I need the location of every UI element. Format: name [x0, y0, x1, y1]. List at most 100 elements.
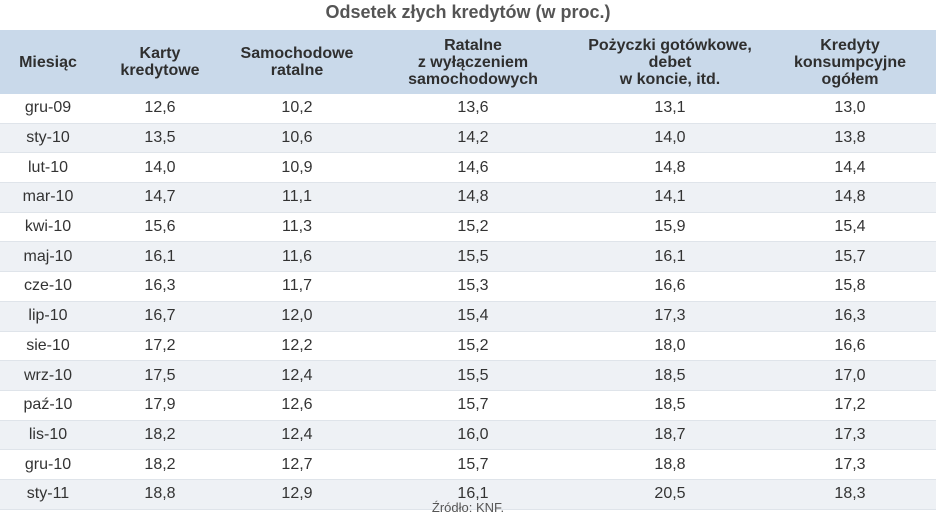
- cell-cash-loans: 20,5: [576, 479, 764, 510]
- table-row: gru-09 12,6 10,2 13,6 13,1 13,0: [0, 94, 936, 124]
- cell-cash-loans: 16,6: [576, 271, 764, 302]
- column-header-installment-non-car: Ratalne z wyłączeniem samochodowych: [370, 30, 576, 94]
- cell-car-installment: 10,2: [224, 94, 370, 124]
- cell-month: sie-10: [0, 331, 96, 362]
- table-row: mar-10 14,7 11,1 14,8 14,1 14,8: [0, 182, 936, 213]
- chart-title: Odsetek złych kredytów (w proc.): [325, 2, 611, 22]
- cell-consumer-total: 15,7: [764, 241, 936, 273]
- cell-cash-loans: 18,8: [576, 449, 764, 480]
- cell-consumer-total: 14,4: [764, 152, 936, 184]
- cell-credit-cards: 15,6: [96, 212, 224, 243]
- column-header-credit-cards: Karty kredytowe: [96, 30, 224, 94]
- cell-consumer-total: 13,0: [764, 94, 936, 124]
- cell-cash-loans: 14,0: [576, 123, 764, 154]
- table-row: paź-10 17,9 12,6 15,7 18,5 17,2: [0, 390, 936, 421]
- cell-installment-non-car: 14,6: [370, 152, 576, 184]
- cell-month: paź-10: [0, 390, 96, 421]
- table-row: sty-10 13,5 10,6 14,2 14,0 13,8: [0, 123, 936, 154]
- cell-consumer-total: 18,3: [764, 479, 936, 510]
- cell-credit-cards: 16,1: [96, 241, 224, 273]
- cell-car-installment: 12,2: [224, 331, 370, 362]
- cell-month: kwi-10: [0, 212, 96, 243]
- cell-cash-loans: 13,1: [576, 94, 764, 124]
- cell-car-installment: 10,6: [224, 123, 370, 154]
- cell-car-installment: 11,7: [224, 271, 370, 302]
- cell-month: mar-10: [0, 182, 96, 213]
- cell-consumer-total: 17,3: [764, 420, 936, 451]
- column-header-month: Miesiąc: [0, 30, 96, 94]
- cell-cash-loans: 18,5: [576, 360, 764, 391]
- cell-month: cze-10: [0, 271, 96, 302]
- cell-credit-cards: 14,7: [96, 182, 224, 213]
- cell-consumer-total: 16,6: [764, 331, 936, 362]
- cell-consumer-total: 17,0: [764, 360, 936, 391]
- data-table: Miesiąc Karty kredytowe Samochodowe rata…: [0, 30, 936, 510]
- cell-car-installment: 12,0: [224, 301, 370, 332]
- cell-month: lut-10: [0, 152, 96, 184]
- cell-cash-loans: 17,3: [576, 301, 764, 332]
- header-row: Miesiąc Karty kredytowe Samochodowe rata…: [0, 30, 936, 94]
- cell-consumer-total: 16,3: [764, 301, 936, 332]
- cell-credit-cards: 18,2: [96, 420, 224, 451]
- table-row: kwi-10 15,6 11,3 15,2 15,9 15,4: [0, 212, 936, 243]
- cell-consumer-total: 17,2: [764, 390, 936, 421]
- cell-month: lis-10: [0, 420, 96, 451]
- cell-car-installment: 11,3: [224, 212, 370, 243]
- cell-month: maj-10: [0, 241, 96, 273]
- table-row: maj-10 16,1 11,6 15,5 16,1 15,7: [0, 241, 936, 273]
- cell-car-installment: 11,1: [224, 182, 370, 213]
- cell-credit-cards: 18,8: [96, 479, 224, 510]
- cell-cash-loans: 16,1: [576, 241, 764, 273]
- table-row: sie-10 17,2 12,2 15,2 18,0 16,6: [0, 331, 936, 362]
- cell-month: wrz-10: [0, 360, 96, 391]
- cell-installment-non-car: 15,5: [370, 360, 576, 391]
- cell-month: gru-10: [0, 449, 96, 480]
- cell-cash-loans: 18,0: [576, 331, 764, 362]
- cell-car-installment: 12,4: [224, 420, 370, 451]
- cell-installment-non-car: 15,5: [370, 241, 576, 273]
- cell-credit-cards: 13,5: [96, 123, 224, 154]
- cell-cash-loans: 15,9: [576, 212, 764, 243]
- cell-cash-loans: 18,7: [576, 420, 764, 451]
- table-row: lut-10 14,0 10,9 14,6 14,8 14,4: [0, 152, 936, 184]
- table-row: lip-10 16,7 12,0 15,4 17,3 16,3: [0, 301, 936, 332]
- cell-credit-cards: 12,6: [96, 94, 224, 124]
- table-row: sty-11 18,8 12,9 16,1 20,5 18,3: [0, 479, 936, 510]
- column-header-cash-loans: Pożyczki gotówkowe, debet w koncie, itd.: [576, 30, 764, 94]
- cell-consumer-total: 15,8: [764, 271, 936, 302]
- cell-cash-loans: 14,8: [576, 152, 764, 184]
- cell-credit-cards: 16,3: [96, 271, 224, 302]
- cell-month: gru-09: [0, 94, 96, 124]
- cell-car-installment: 12,9: [224, 479, 370, 510]
- cell-month: sty-11: [0, 479, 96, 510]
- cell-credit-cards: 18,2: [96, 449, 224, 480]
- cell-car-installment: 11,6: [224, 241, 370, 273]
- cell-car-installment: 12,6: [224, 390, 370, 421]
- cell-installment-non-car: 14,8: [370, 182, 576, 213]
- cell-installment-non-car: 15,3: [370, 271, 576, 302]
- cell-consumer-total: 13,8: [764, 123, 936, 154]
- cell-consumer-total: 15,4: [764, 212, 936, 243]
- cell-month: sty-10: [0, 123, 96, 154]
- cell-credit-cards: 16,7: [96, 301, 224, 332]
- cell-installment-non-car: 15,2: [370, 212, 576, 243]
- cell-installment-non-car: 16,0: [370, 420, 576, 451]
- cell-installment-non-car: 16,1: [370, 479, 576, 510]
- table-row: gru-10 18,2 12,7 15,7 18,8 17,3: [0, 449, 936, 480]
- cell-consumer-total: 17,3: [764, 449, 936, 480]
- cell-installment-non-car: 15,7: [370, 390, 576, 421]
- cell-credit-cards: 17,2: [96, 331, 224, 362]
- cell-car-installment: 10,9: [224, 152, 370, 184]
- cell-credit-cards: 14,0: [96, 152, 224, 184]
- cell-cash-loans: 14,1: [576, 182, 764, 213]
- table-row: cze-10 16,3 11,7 15,3 16,6 15,8: [0, 271, 936, 302]
- source-note: Źródło: KNF.: [431, 500, 505, 515]
- cell-car-installment: 12,4: [224, 360, 370, 391]
- cell-credit-cards: 17,5: [96, 360, 224, 391]
- column-header-car-installment: Samochodowe ratalne: [224, 30, 370, 94]
- cell-consumer-total: 14,8: [764, 182, 936, 213]
- column-header-consumer-total: Kredyty konsumpcyjne ogółem: [764, 30, 936, 94]
- table-header: Miesiąc Karty kredytowe Samochodowe rata…: [0, 30, 936, 94]
- cell-installment-non-car: 15,4: [370, 301, 576, 332]
